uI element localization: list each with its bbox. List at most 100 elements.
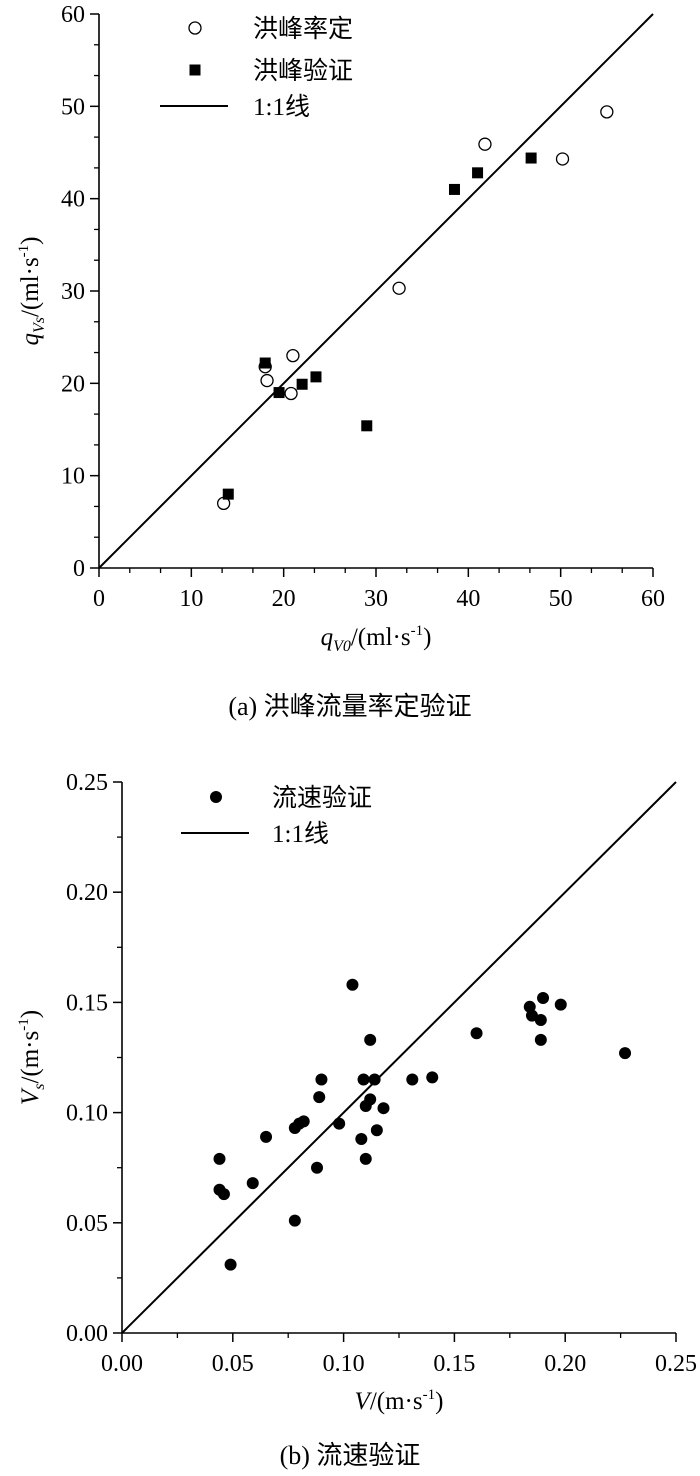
chart-a-x-axis-unit: /(ml·s [351,624,411,651]
chart-b-x-tick-label: 0.05 [212,1351,254,1377]
chart-a-x-tick-label: 30 [364,586,388,612]
chart-b-y-tick-label: 0.00 [66,1321,108,1347]
chart-b-data-point [368,1073,381,1086]
chart-b-data-point [554,998,567,1011]
chart-a-data-point [472,167,484,179]
chart-b-y-tick-label: 0.20 [66,880,108,906]
chart-b-data-point [364,1033,377,1046]
chart-b-data-point [224,1258,237,1271]
chart-a-y-tick-label: 50 [61,94,85,120]
chart-a-legend-label: 洪峰率定 [253,15,353,43]
chart-b-data-point [534,1033,547,1046]
chart-a-data-point [448,183,460,195]
chart-b-x-tick-label: 0.00 [101,1351,143,1377]
chart-a-data-point [273,387,285,399]
chart-b-x-axis-close: ) [435,1388,443,1415]
chart-b-x-axis-title: V/(m·s-1) [355,1387,444,1415]
chart-a-x-axis-title: qV0/(ml·s-1) [321,623,432,655]
chart-a-x-axis-symbol: q [321,624,334,651]
chart-a-y-tick-label: 0 [73,556,85,582]
chart-b-data-point [246,1177,259,1190]
chart-b-caption: (b) 流速验证 [280,1441,421,1470]
chart-b-data-point [364,1093,377,1106]
chart-b-x-tick-label: 0.10 [323,1351,365,1377]
chart-b-data-point [213,1152,226,1165]
chart-a: 0 10 20 30 40 50 600102030405060洪峰率定洪峰验证1:1线qV… [16,2,665,721]
chart-a-x-axis-subscript: V0 [333,638,351,655]
chart-a-data-point [260,373,274,388]
chart-b-data-point [357,1073,370,1086]
chart-b-data-point [525,1009,538,1022]
chart-a-x-tick-label: 60 [641,586,665,612]
chart-a-y-tick-label: 60 [61,2,85,28]
chart-b-y-tick-label: 0.10 [66,1101,108,1127]
chart-a-caption: (a) 洪峰流量率定验证 [228,692,471,721]
chart-a-legend-marker [188,21,202,35]
chart-b-data-point [313,1091,326,1104]
chart-b-data-point [288,1214,301,1227]
chart-a-reference-line [98,13,654,569]
chart-b-x-tick-label: 0.15 [433,1351,475,1377]
chart-a-data-point [310,371,322,383]
chart-b-x-axis-symbol: V [355,1388,373,1415]
chart-a-y-axis-superscript: -1 [16,245,32,258]
chart-a-y-tick-label: 30 [61,279,85,305]
chart-b-data-point [355,1133,368,1146]
chart-a-data-point [525,152,537,164]
chart-b-data-point [333,1117,346,1130]
chart-b-y-tick-label: 0.25 [66,770,108,796]
chart-b-data-point [470,1027,483,1040]
chart-b-x-tick-label: 0.20 [544,1351,586,1377]
chart-a-data-point [392,281,406,295]
chart-a-x-tick-label: 10 [179,586,203,612]
chart-b-data-point [537,991,550,1004]
chart-b-data-point [426,1071,439,1084]
chart-a-data-point [555,152,570,166]
chart-b-data-point [619,1047,632,1060]
chart-b: 0.00 0.05 0.10 0.15 0.20 0.25 0.00 0.05 0.10 0.15… [16,770,697,1470]
chart-a-x-tick-label: 50 [549,586,573,612]
chart-a-x-tick-label: 0 [93,586,105,612]
chart-b-data-point [359,1152,372,1165]
chart-a-x-axis-superscript: -1 [411,623,424,639]
chart-b-data-point [217,1188,230,1201]
chart-a-x-tick-label: 40 [456,586,480,612]
chart-a-y-axis-unit: /(ml·s [17,257,44,317]
chart-a-y-axis-subscript: Vs [31,317,48,333]
chart-a-data-point [259,357,271,369]
chart-a-legend-label: 洪峰验证 [253,57,353,85]
chart-b-y-axis-title: Vs/(m·s-1) [16,1010,48,1105]
chart-b-y-tick-label: 0.15 [66,990,108,1016]
chart-a-legend-label: 1:1线 [253,93,310,121]
chart-b-y-axis-subscript: s [31,1084,48,1090]
chart-b-legend-label: 1:1线 [272,820,329,848]
chart-b-reference-line [121,781,677,1334]
chart-b-data-point [534,1014,547,1027]
chart-b-x-axis-unit: /(m·s [370,1388,423,1415]
chart-a-data-point [600,105,614,119]
chart-a-data-point [222,488,234,500]
chart-b-data-point [406,1073,419,1086]
chart-a-y-tick-label: 20 [61,371,85,397]
chart-b-legend-marker [210,791,222,803]
chart-b-data-point [315,1073,328,1086]
chart-a-data-point [478,137,492,151]
chart-a-data-point [361,420,373,432]
chart-b-x-tick-label: 0.25 [655,1351,697,1377]
chart-b-data-point [260,1130,273,1143]
chart-b-y-axis-unit: /(m·s [17,1031,44,1084]
chart-a-legend-marker [189,64,201,76]
chart-b-y-tick-label: 0.05 [66,1211,108,1237]
chart-a-y-axis-close: ) [17,236,44,244]
chart-a-data-point [286,348,300,363]
chart-a-y-tick-label: 40 [61,187,85,213]
chart-b-y-axis-close: ) [17,1010,44,1018]
chart-b-data-point [370,1124,383,1137]
chart-b-data-point [311,1161,324,1174]
chart-a-y-axis-symbol: q [17,333,44,346]
chart-a-data-point [284,386,298,401]
chart-a-y-tick-label: 10 [61,464,85,490]
chart-a-x-axis-close: ) [423,624,431,651]
chart-b-legend-label: 流速验证 [272,784,372,812]
